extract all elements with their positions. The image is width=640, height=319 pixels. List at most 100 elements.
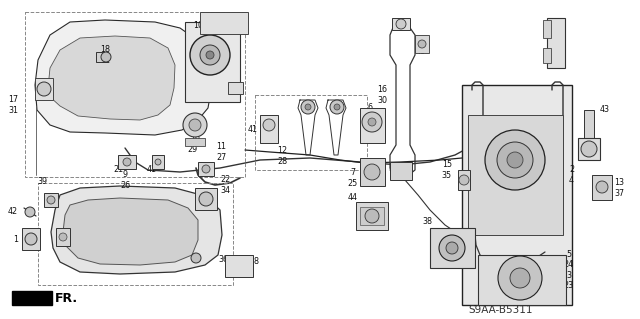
Text: FR.: FR.	[55, 293, 78, 306]
Circle shape	[362, 112, 382, 132]
Bar	[56, 228, 70, 246]
Bar	[35, 78, 53, 100]
Bar	[44, 193, 58, 207]
Bar	[356, 202, 388, 230]
Bar	[543, 48, 551, 63]
Circle shape	[200, 45, 220, 65]
Bar	[225, 255, 253, 277]
Text: 39: 39	[37, 177, 47, 187]
Bar	[228, 82, 243, 94]
Text: 16
30: 16 30	[377, 85, 387, 105]
Text: 19: 19	[190, 136, 200, 145]
Circle shape	[581, 141, 597, 157]
Circle shape	[365, 209, 379, 223]
Bar	[592, 175, 612, 200]
Text: 38: 38	[422, 218, 432, 226]
Text: 21: 21	[113, 166, 123, 174]
Circle shape	[183, 113, 207, 137]
Text: 45: 45	[70, 224, 80, 233]
Polygon shape	[48, 36, 175, 120]
Circle shape	[123, 158, 131, 166]
Circle shape	[47, 196, 55, 204]
Circle shape	[59, 233, 67, 241]
Circle shape	[439, 235, 465, 261]
Bar	[195, 188, 217, 210]
Text: 1: 1	[13, 235, 18, 244]
Circle shape	[206, 51, 214, 59]
Circle shape	[199, 192, 213, 206]
Circle shape	[459, 175, 469, 185]
Circle shape	[596, 181, 608, 193]
Bar	[255, 95, 367, 170]
Circle shape	[510, 268, 530, 288]
Circle shape	[190, 35, 230, 75]
Bar	[458, 170, 470, 190]
Circle shape	[202, 165, 210, 173]
Polygon shape	[35, 20, 212, 135]
Bar	[543, 20, 551, 38]
Bar	[468, 115, 563, 235]
Circle shape	[507, 152, 523, 168]
Bar	[22, 228, 40, 250]
Bar	[200, 12, 248, 34]
Polygon shape	[51, 186, 222, 274]
Text: 8: 8	[254, 257, 259, 266]
Bar	[415, 35, 429, 53]
Circle shape	[330, 100, 344, 114]
Bar	[152, 155, 164, 169]
Bar	[360, 158, 385, 186]
Text: 13
37: 13 37	[614, 178, 624, 198]
Text: 17
31: 17 31	[8, 95, 18, 115]
Text: 41: 41	[147, 166, 157, 174]
Circle shape	[263, 119, 275, 131]
Text: 43: 43	[600, 106, 610, 115]
Bar	[392, 18, 410, 30]
Circle shape	[301, 100, 315, 114]
Text: 22
34: 22 34	[220, 175, 230, 195]
Text: 44: 44	[348, 194, 358, 203]
Bar	[478, 255, 566, 305]
Polygon shape	[63, 198, 198, 265]
Bar	[547, 18, 565, 68]
Bar	[185, 22, 240, 102]
Circle shape	[498, 256, 542, 300]
Bar	[578, 138, 600, 160]
Bar	[38, 183, 233, 285]
Bar	[25, 12, 245, 177]
Text: 36: 36	[218, 256, 228, 264]
Bar	[430, 228, 475, 268]
Circle shape	[101, 52, 111, 62]
Circle shape	[446, 242, 458, 254]
Circle shape	[396, 19, 406, 29]
Text: 40: 40	[416, 48, 426, 56]
Circle shape	[155, 159, 161, 165]
Bar	[260, 115, 278, 143]
Circle shape	[418, 40, 426, 48]
Text: 7
25: 7 25	[348, 168, 358, 188]
Polygon shape	[12, 291, 52, 305]
Text: 10: 10	[193, 20, 203, 29]
Circle shape	[368, 118, 376, 126]
Bar	[462, 85, 572, 305]
Bar	[360, 108, 385, 143]
Circle shape	[37, 82, 51, 96]
Text: 29: 29	[188, 145, 198, 154]
Bar	[390, 162, 412, 180]
Text: 42: 42	[8, 207, 18, 217]
Bar	[584, 110, 594, 140]
Bar	[198, 162, 214, 176]
Bar	[118, 155, 136, 169]
Circle shape	[364, 164, 380, 180]
Bar	[96, 52, 108, 62]
Text: 9
26: 9 26	[120, 170, 130, 190]
Text: 12
28: 12 28	[277, 146, 287, 166]
Bar	[360, 207, 384, 225]
Circle shape	[334, 104, 340, 110]
Circle shape	[497, 142, 533, 178]
Bar	[185, 138, 205, 146]
Text: 18
32: 18 32	[100, 45, 110, 65]
Circle shape	[191, 253, 201, 263]
Text: 41: 41	[248, 125, 258, 135]
Text: 14: 14	[545, 50, 555, 60]
Text: 11
27: 11 27	[216, 142, 227, 162]
